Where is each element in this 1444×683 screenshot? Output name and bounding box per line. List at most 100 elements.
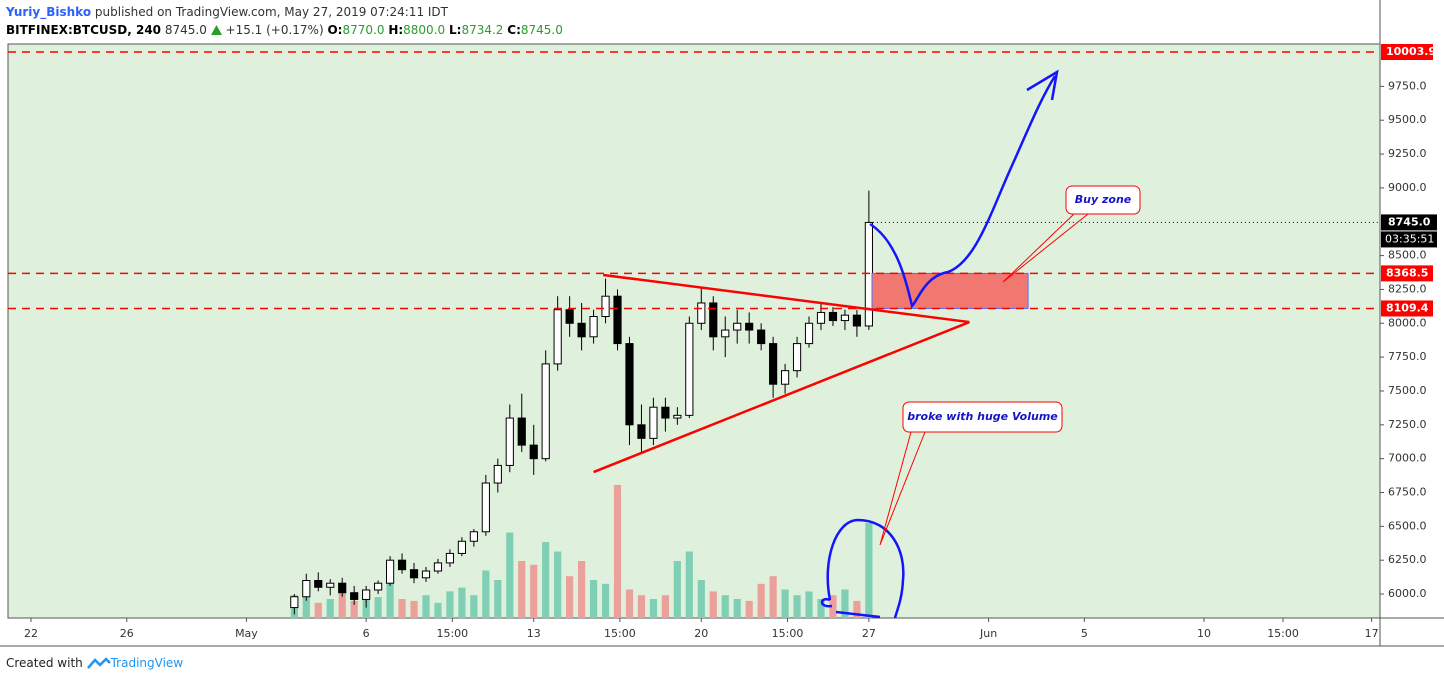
candle-body [577, 322, 586, 338]
y-tick-label: 9250.0 [1388, 147, 1427, 160]
x-tick-label: 10 [1197, 627, 1211, 640]
candle-body [314, 580, 323, 588]
callout-box [902, 401, 1063, 433]
plot-bg [7, 43, 1381, 619]
volume-bar [326, 599, 334, 618]
callout-box [1065, 185, 1141, 215]
ohlc-value: 8770.0 [342, 23, 385, 37]
y-tick-label: 6000.0 [1388, 587, 1427, 600]
volume-bar [817, 599, 825, 618]
level-label: 10003.9 [1386, 45, 1436, 58]
y-tick-label: 6500.0 [1388, 519, 1427, 532]
x-tick-label: 15:00 [436, 627, 468, 640]
x-tick-label: 22 [24, 627, 38, 640]
volume-bar [661, 595, 669, 618]
candle-body [290, 596, 299, 609]
candle-body [792, 343, 802, 372]
y-tick-label: 8500.0 [1388, 249, 1427, 262]
volume-bar [709, 591, 717, 618]
volume-bar [578, 561, 586, 618]
candle-body [709, 302, 718, 338]
volume-bar [374, 597, 382, 618]
buy-zone [871, 272, 1029, 309]
volume-bar [721, 595, 729, 618]
candle-body [673, 414, 682, 419]
change: +15.1 (+0.17%) [225, 23, 324, 37]
volume-bar [422, 595, 430, 618]
level-label-box [1381, 265, 1433, 282]
candle-body [397, 559, 407, 571]
candle-body [601, 295, 610, 318]
x-tick-label: Jun [979, 627, 997, 640]
forecast-arrow [869, 69, 1059, 309]
candle-body [685, 322, 694, 416]
x-tick-label: 15:00 [604, 627, 636, 640]
volume-bar [398, 599, 406, 618]
y-tick-label: 8000.0 [1388, 316, 1427, 329]
y-tick-label: 7000.0 [1388, 452, 1427, 465]
candle-body [649, 406, 658, 439]
candle-body [733, 322, 742, 331]
trendline [593, 320, 970, 474]
ohlc-key: O: [327, 23, 343, 37]
volume-bar [314, 602, 322, 618]
level-label-box [1381, 44, 1433, 61]
candle-body [565, 309, 574, 324]
y-tick-label: 7500.0 [1388, 384, 1427, 397]
volume-bar [769, 576, 777, 618]
x-tick-label: 15:00 [1267, 627, 1299, 640]
x-tick-label: 15:00 [772, 627, 804, 640]
ohlc-key: H: [388, 23, 404, 37]
author[interactable]: Yuriy_Bishko [6, 5, 92, 19]
candle-body [409, 569, 419, 579]
candle-body [505, 417, 514, 466]
volume-bar [530, 564, 538, 618]
x-tick-label: 27 [862, 627, 876, 640]
header: Yuriy_Bishko published on TradingView.co… [6, 3, 563, 39]
callout-pointer [1002, 213, 1089, 283]
volume-bar [601, 583, 610, 618]
brand[interactable]: TradingView [110, 656, 184, 670]
volume-bar [757, 583, 765, 618]
candle-body [828, 311, 838, 322]
volume-bar [613, 485, 622, 618]
x-tick-label: 20 [694, 627, 708, 640]
ohlc: O:8770.0 H:8800.0 L:8734.2 C:8745.0 [327, 23, 562, 37]
ohlc-key: C: [507, 23, 521, 37]
volume-bar [829, 595, 837, 618]
candle-body [541, 363, 550, 460]
volume-bar [494, 580, 502, 618]
candle-body [852, 314, 862, 327]
candle-body [433, 562, 443, 572]
countdown-label: 03:35:51 [1385, 232, 1434, 245]
volume-bar [733, 599, 741, 618]
up-arrow [210, 25, 222, 35]
created: Created with [6, 656, 83, 670]
candle-body [350, 592, 359, 600]
candle-body [613, 295, 622, 345]
callout-pointer [879, 431, 926, 546]
volume-bar [506, 532, 514, 618]
candle-body [840, 314, 850, 322]
volume-bar [649, 599, 658, 618]
y-tick-label: 6250.0 [1388, 553, 1427, 566]
candle-body [302, 580, 311, 598]
volume-bar [673, 561, 681, 618]
level-label: 8368.5 [1386, 266, 1428, 279]
published: published on TradingView.com, May 27, 20… [94, 5, 448, 19]
x-tick-label: 17 [1365, 627, 1379, 640]
volume-bar [781, 589, 789, 618]
candle-body [745, 322, 754, 331]
symbol: BITFINEX:BTCUSD, 240 [6, 23, 162, 37]
candle-body [385, 559, 395, 584]
last-price-label: 8745.0 [1388, 215, 1431, 228]
volume-bar [853, 600, 861, 618]
candle-body [721, 329, 730, 338]
candle-body [517, 417, 526, 446]
candle-body [589, 316, 598, 338]
volume-bar [302, 589, 310, 618]
y-tick-label: 6750.0 [1388, 486, 1427, 499]
candle-body [661, 406, 670, 419]
candle-body [804, 322, 814, 345]
volume-bar [482, 570, 490, 618]
